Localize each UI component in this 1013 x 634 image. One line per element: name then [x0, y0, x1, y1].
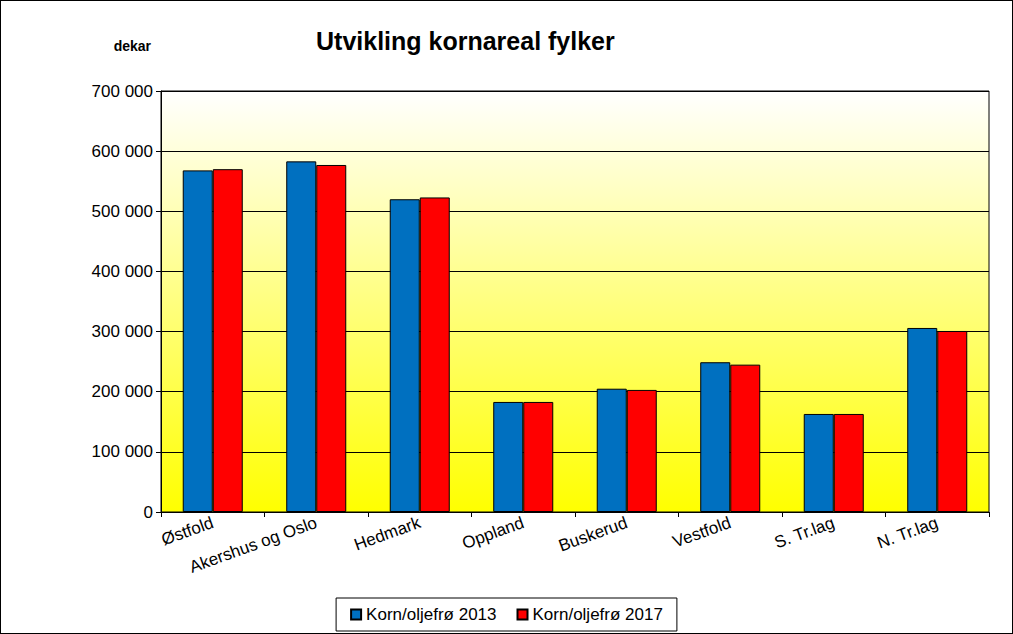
svg-text:100 000: 100 000 — [92, 442, 153, 461]
svg-text:Østfold: Østfold — [159, 513, 216, 549]
svg-text:400 000: 400 000 — [92, 262, 153, 281]
svg-text:300 000: 300 000 — [92, 322, 153, 341]
svg-text:dekar: dekar — [114, 38, 152, 54]
svg-text:Utvikling kornareal fylker: Utvikling kornareal fylker — [316, 27, 615, 55]
svg-text:Vestfold: Vestfold — [670, 513, 733, 552]
svg-text:0: 0 — [144, 503, 153, 522]
svg-text:700 000: 700 000 — [92, 82, 153, 101]
svg-text:Akershus og Oslo: Akershus og Oslo — [187, 513, 320, 577]
svg-text:S. Tr.lag: S. Tr.lag — [772, 513, 837, 552]
svg-text:200 000: 200 000 — [92, 382, 153, 401]
svg-text:N. Tr.lag: N. Tr.lag — [875, 513, 941, 553]
svg-text:Buskerud: Buskerud — [556, 513, 630, 555]
svg-text:Oppland: Oppland — [460, 513, 527, 553]
svg-text:500 000: 500 000 — [92, 202, 153, 221]
svg-text:Korn/oljefrø 2013: Korn/oljefrø 2013 — [366, 605, 496, 624]
svg-text:Korn/oljefrø 2017: Korn/oljefrø 2017 — [533, 605, 663, 624]
svg-text:Hedmark: Hedmark — [352, 513, 424, 555]
svg-text:600 000: 600 000 — [92, 142, 153, 161]
